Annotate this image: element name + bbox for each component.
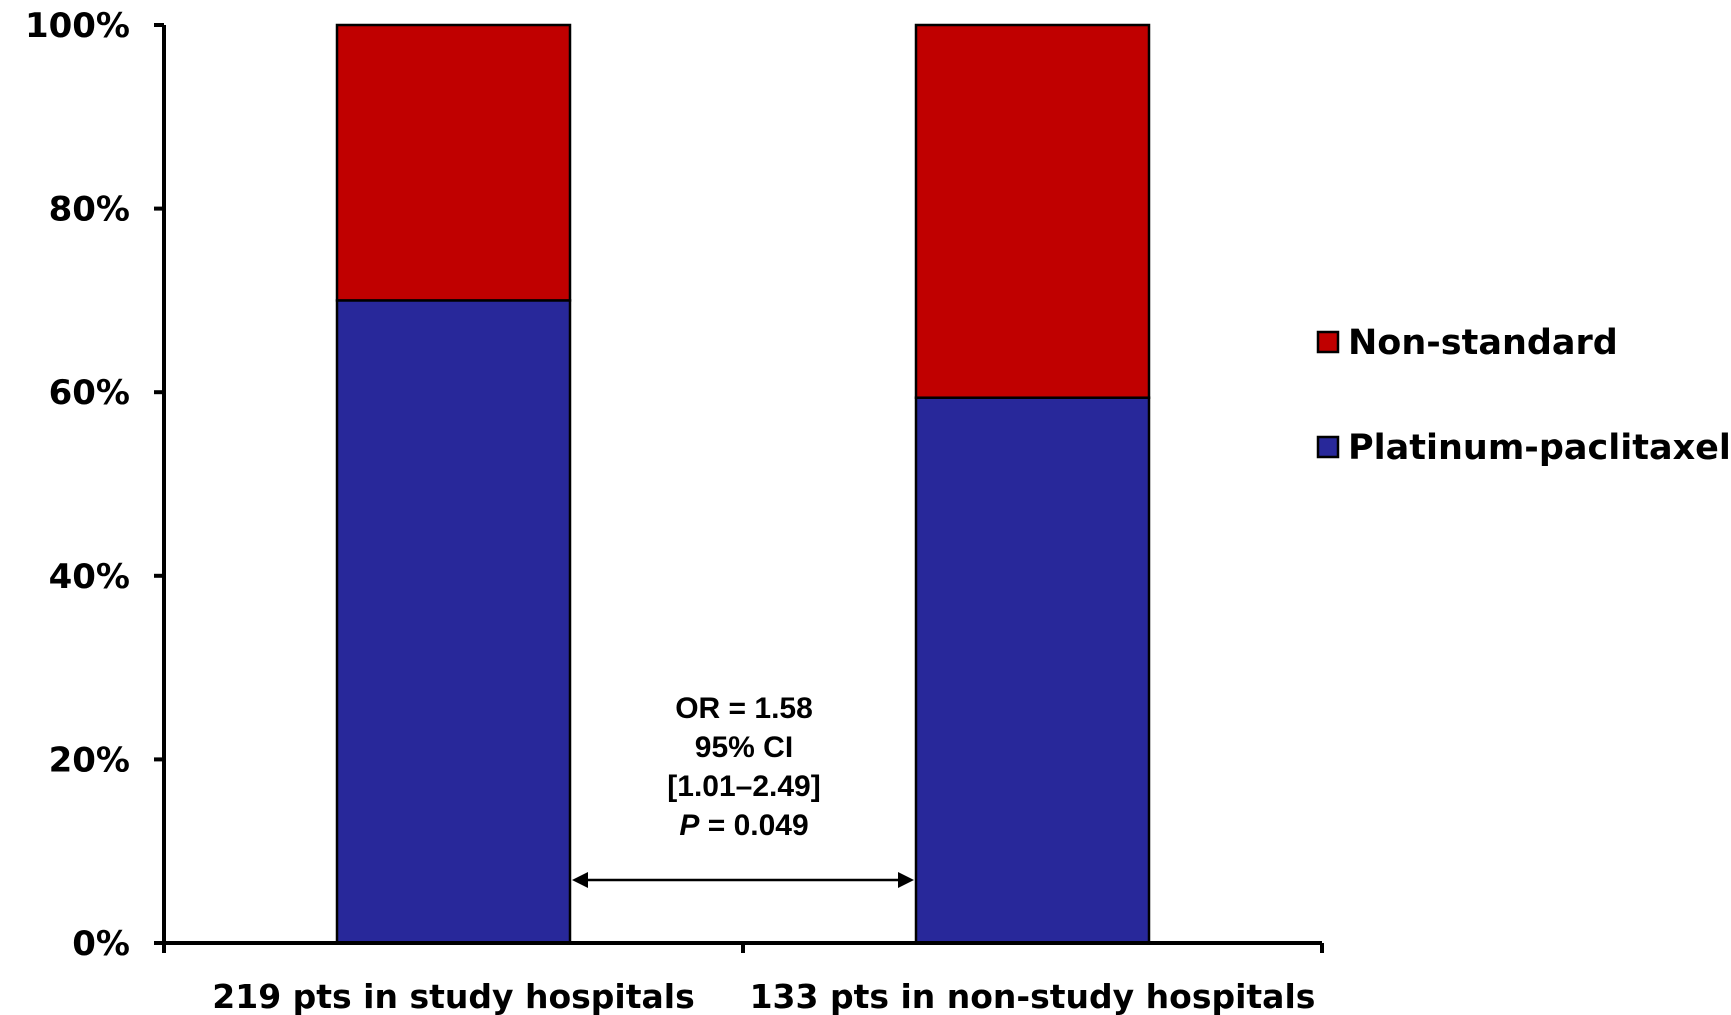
bar-non-standard-2 [914, 23, 1151, 399]
bar-platinum-paclitaxel-1 [335, 299, 572, 945]
arrow-head-right [898, 872, 914, 888]
legend-label: Non-standard [1348, 323, 1618, 363]
bars-group [335, 23, 1151, 945]
annotation-line-1: OR = 1.58 [675, 692, 813, 725]
legend: Non-standard Platinum-paclitaxel [1316, 323, 1731, 468]
x-labels-group: 219 pts in study hospitals 133 pts in non… [212, 977, 1315, 1015]
y-tick-label: 40% [49, 557, 130, 597]
y-tick-label: 0% [72, 924, 130, 964]
annotation-line-3: [1.01–2.49] [667, 770, 820, 803]
y-tick-label: 20% [49, 740, 130, 780]
x-category-label: 133 pts in non-study hospitals [750, 977, 1316, 1015]
legend-swatch [1316, 435, 1340, 459]
bar-non-standard-1 [335, 23, 572, 302]
comparison-arrow [572, 872, 914, 888]
annotation-p-label: P [679, 809, 700, 842]
x-category-label: 219 pts in study hospitals [212, 977, 694, 1015]
y-tick-label: 80% [49, 190, 130, 230]
annotation-group: OR = 1.58 95% CI [1.01–2.49] P = 0.049 [667, 692, 820, 842]
legend-label: Platinum-paclitaxel [1348, 428, 1731, 468]
annotation-line-2: 95% CI [695, 731, 793, 764]
annotation-p-value: P = 0.049 [679, 809, 808, 842]
y-ticks-group: 0% 20% 40% 60% 80% 100% [25, 6, 164, 964]
bar-platinum-paclitaxel-2 [914, 396, 1151, 945]
annotation-p-number: = 0.049 [699, 809, 808, 842]
y-tick-label: 60% [49, 373, 130, 413]
arrow-head-left [572, 872, 588, 888]
legend-swatch [1316, 330, 1340, 354]
y-tick-label: 100% [25, 6, 130, 46]
